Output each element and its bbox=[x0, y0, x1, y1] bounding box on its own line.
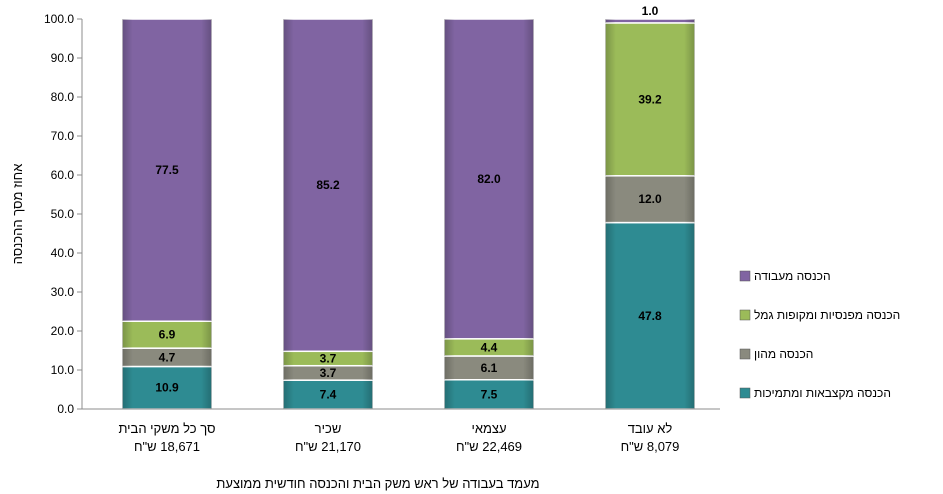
data-label: 82.0 bbox=[477, 172, 501, 186]
bar-segment-shade bbox=[283, 380, 373, 409]
category-income-label: 8,079 ש"ח bbox=[621, 439, 680, 454]
bar-segment-shade bbox=[605, 19, 695, 23]
legend: הכנסה מעבודה הכנסה מפנסיות ומקופות גמל הכנ… bbox=[739, 269, 900, 400]
legend-label: הכנסה מפנסיות ומקופות גמל bbox=[754, 308, 900, 322]
bar-segment-shade bbox=[122, 348, 212, 367]
y-tick-label: 20.0 bbox=[51, 324, 75, 338]
y-tick-label: 80.0 bbox=[51, 90, 75, 104]
data-label: 39.2 bbox=[638, 92, 662, 106]
category-label: עצמאי bbox=[471, 421, 506, 436]
y-tick-label: 70.0 bbox=[51, 129, 75, 143]
category-label: לא עובד bbox=[628, 421, 673, 436]
data-label: 4.7 bbox=[159, 350, 176, 364]
y-tick-label: 60.0 bbox=[51, 168, 75, 182]
data-label: 7.5 bbox=[481, 387, 498, 401]
legend-swatch bbox=[739, 348, 751, 360]
bar-segment-shade bbox=[605, 22, 695, 176]
legend-label: הכנסה מקצבאות ומתמיכות bbox=[754, 386, 891, 400]
bar-segment-shade bbox=[605, 222, 695, 409]
category-label: שכיר bbox=[315, 421, 342, 436]
data-label: 7.4 bbox=[320, 388, 337, 402]
data-label: 1.0 bbox=[642, 4, 659, 18]
y-tick-label: 90.0 bbox=[51, 51, 75, 65]
legend-label: הכנסה מהון bbox=[754, 347, 813, 361]
category-income-label: 22,469 ש"ח bbox=[456, 439, 522, 454]
data-label: 3.7 bbox=[320, 351, 337, 365]
data-label: 77.5 bbox=[155, 163, 179, 177]
data-label: 4.4 bbox=[481, 340, 498, 354]
bar-segment-shade bbox=[444, 355, 534, 380]
y-tick-label: 100.0 bbox=[44, 12, 74, 26]
category-income-label: 18,671 ש"ח bbox=[134, 439, 200, 454]
legend-swatch bbox=[739, 309, 751, 321]
y-tick-label: 10.0 bbox=[51, 363, 75, 377]
bar-segment-shade bbox=[122, 19, 212, 322]
data-label: 3.7 bbox=[320, 366, 337, 380]
legend-swatch bbox=[739, 270, 751, 282]
y-tick-label: 40.0 bbox=[51, 246, 75, 260]
x-axis: סך כל משקי הבית 18,671 ש"ח שכיר 21,170 ש"ח ע… bbox=[82, 408, 720, 454]
data-label: 85.2 bbox=[316, 178, 340, 192]
bar-segment-shade bbox=[605, 175, 695, 223]
category-income-label: 21,170 ש"ח bbox=[295, 439, 361, 454]
legend-swatch bbox=[739, 387, 751, 399]
y-tick-label: 50.0 bbox=[51, 207, 75, 221]
bar-segment-shade bbox=[283, 351, 373, 366]
bar-segment-shade bbox=[283, 19, 373, 352]
y-axis-title: אחוז מסך ההכנסה bbox=[10, 164, 25, 265]
data-label: 10.9 bbox=[155, 381, 179, 395]
bar-segment-shade bbox=[122, 321, 212, 349]
legend-label: הכנסה מעבודה bbox=[754, 269, 831, 283]
y-tick-label: 30.0 bbox=[51, 285, 75, 299]
bar-segment-shade bbox=[122, 366, 212, 409]
bar-segment-shade bbox=[283, 365, 373, 381]
data-label: 47.8 bbox=[638, 309, 662, 323]
bar-segment-shade bbox=[444, 19, 534, 339]
bars: 10.9 4.7 6.9 77.5 7.4 3.73.7 85.2 7.5 6.1 4.4 82.0… bbox=[121, 4, 696, 410]
bar-segment-shade bbox=[444, 338, 534, 356]
x-axis-title: מעמד בעבודה של ראש משק הבית והכנסה חודשי… bbox=[216, 476, 539, 491]
data-label: 12.0 bbox=[638, 192, 662, 206]
data-label: 6.1 bbox=[481, 361, 498, 375]
data-label: 6.9 bbox=[159, 328, 176, 342]
y-tick-label: 0.0 bbox=[57, 402, 74, 416]
y-axis: 0.0 10.0 20.0 30.0 40.0 50.0 60.0 70.0 80.0 90.0 1… bbox=[44, 12, 83, 416]
bar-segment-shade bbox=[444, 379, 534, 409]
category-label: סך כל משקי הבית bbox=[118, 421, 215, 436]
